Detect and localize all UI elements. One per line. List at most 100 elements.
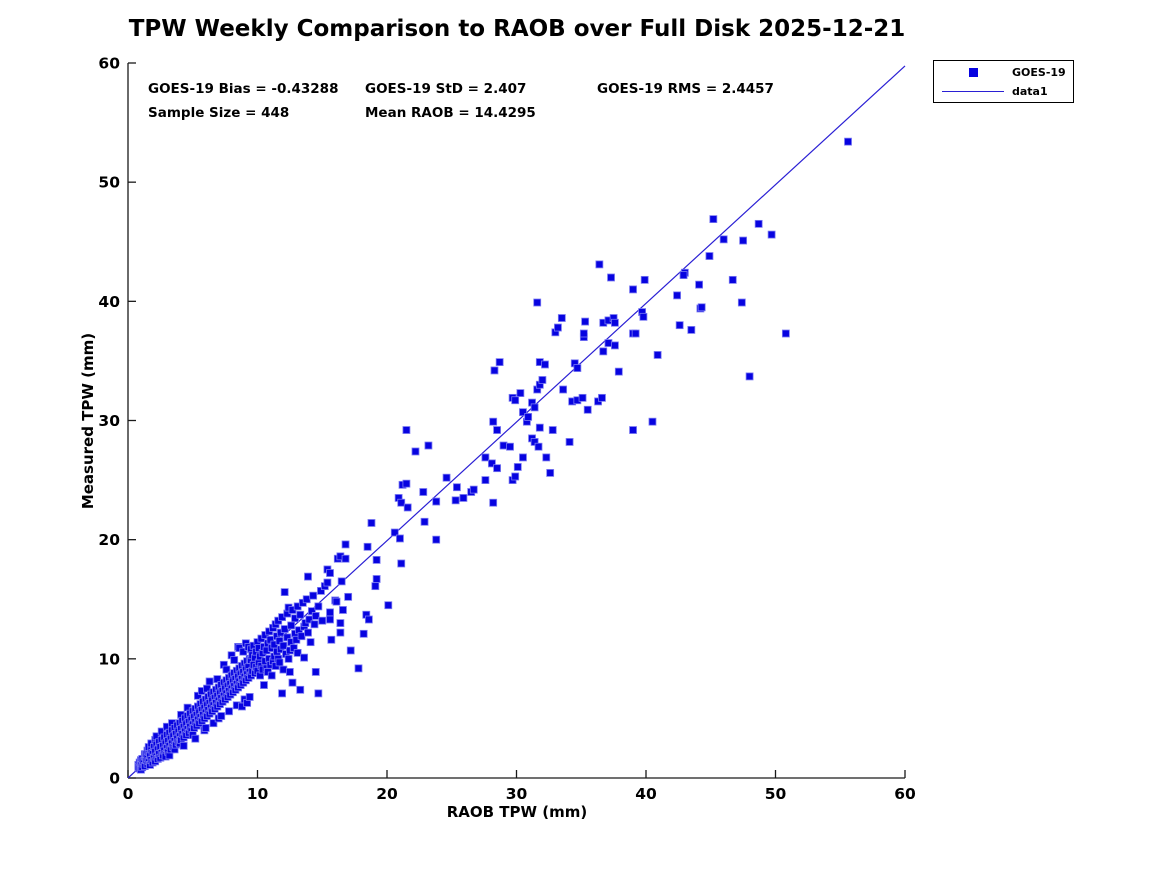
x-tick-label: 30: [506, 785, 528, 803]
scatter-point: [673, 291, 681, 300]
stat-bias: GOES-19 Bias = -0.43288: [148, 81, 339, 97]
stat-mean-raob: Mean RAOB = 14.4295: [365, 105, 536, 121]
y-tick-label: 50: [98, 174, 120, 192]
scatter-point: [280, 588, 289, 596]
scatter-point: [280, 625, 289, 633]
scatter-point: [538, 376, 547, 384]
x-tick-label: 0: [123, 785, 134, 803]
scatter-point: [516, 389, 525, 397]
scatter-point: [304, 628, 312, 637]
scatter-point: [326, 615, 334, 624]
scatter-point: [245, 693, 254, 701]
scatter-point: [318, 616, 327, 625]
scatter-point: [230, 656, 239, 664]
scatter-point: [607, 273, 615, 282]
scatter-point: [573, 364, 582, 372]
scatter-point: [581, 317, 590, 326]
scatter-point: [275, 658, 284, 667]
legend-box: GOES-19 data1: [933, 60, 1074, 103]
y-tick-label: 0: [109, 770, 120, 788]
scatter-point: [267, 671, 276, 680]
scatter-point: [728, 275, 737, 284]
scatter-point: [420, 517, 429, 526]
scatter-point: [579, 329, 588, 338]
scatter-point: [403, 503, 412, 512]
scatter-point: [279, 665, 288, 674]
scatter-point: [687, 326, 696, 334]
scatter-point: [327, 635, 336, 644]
scatter-point: [326, 569, 334, 577]
stat-std: GOES-19 StD = 2.407: [365, 81, 527, 97]
scatter-point: [296, 685, 305, 694]
scatter-point: [519, 408, 527, 417]
y-tick-label: 30: [98, 412, 120, 430]
scatter-point: [304, 572, 312, 581]
scatter-point: [337, 577, 346, 586]
scatter-point: [598, 393, 606, 402]
scatter-point: [332, 597, 341, 606]
scatter-point: [604, 339, 613, 347]
scatter-point: [364, 615, 373, 624]
scatter-point: [697, 303, 706, 312]
x-tick-label: 20: [376, 785, 398, 803]
scatter-point: [542, 453, 551, 462]
scatter-point: [287, 621, 296, 630]
scatter-point: [225, 707, 233, 716]
scatter-point: [346, 646, 355, 655]
scatter-point: [495, 358, 504, 367]
scatter-point: [499, 441, 508, 450]
scatter-point: [402, 426, 411, 434]
scatter-point: [533, 298, 542, 307]
legend-square-marker-icon: [968, 67, 978, 77]
scatter-point: [179, 741, 188, 750]
scatter-point: [739, 236, 748, 245]
scatter-point: [285, 668, 294, 676]
scatter-point: [705, 252, 714, 260]
scatter-point: [754, 219, 763, 228]
scatter-point: [296, 610, 305, 619]
scatter-point: [344, 592, 353, 601]
x-tick-label: 10: [247, 785, 269, 803]
scatter-point: [611, 341, 619, 350]
x-tick-label: 40: [635, 785, 657, 803]
scatter-point: [639, 312, 648, 321]
scatter-point: [530, 403, 539, 412]
scatter-point: [554, 323, 562, 332]
scatter-point: [209, 719, 218, 728]
scatter-point: [493, 426, 501, 434]
scatter-point: [402, 479, 411, 488]
scatter-point: [844, 137, 852, 146]
scatter-point: [709, 215, 718, 224]
scatter-point: [679, 271, 688, 280]
y-tick-label: 20: [98, 531, 120, 549]
scatter-point: [217, 712, 226, 720]
scatter-point: [719, 235, 728, 244]
scatter-point: [311, 668, 320, 676]
stat-sample-size: Sample Size = 448: [148, 105, 290, 121]
scatter-point: [326, 608, 334, 617]
scatter-point: [397, 559, 406, 568]
scatter-point: [487, 459, 496, 468]
scatter-point: [695, 280, 703, 289]
legend-entry-data1: data1: [934, 82, 1073, 101]
scatter-point: [767, 230, 776, 239]
scatter-point: [371, 582, 380, 591]
scatter-point: [359, 629, 368, 638]
scatter-point: [546, 469, 555, 477]
scatter-point: [511, 472, 520, 481]
x-axis-label: RAOB TPW (mm): [446, 803, 588, 821]
scatter-point: [511, 396, 520, 405]
scatter-point: [354, 664, 363, 673]
scatter-point: [489, 417, 498, 426]
scatter-point: [205, 677, 214, 686]
scatter-point: [372, 575, 381, 583]
scatter-point: [279, 641, 288, 650]
scatter-point: [614, 367, 623, 376]
scatter-point: [648, 417, 657, 426]
x-tick-label: 50: [765, 785, 787, 803]
scatter-point: [513, 463, 522, 471]
scatter-point: [309, 591, 318, 600]
scatter-point: [419, 488, 428, 496]
